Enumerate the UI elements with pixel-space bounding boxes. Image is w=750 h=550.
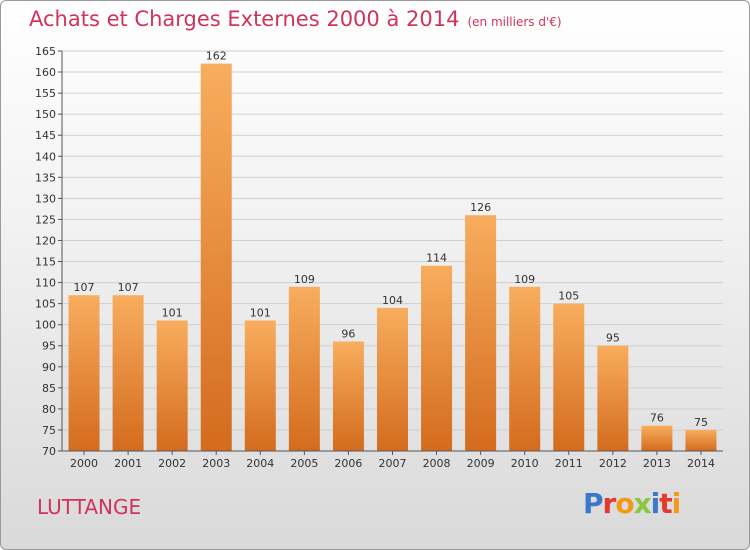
data-label: 76: [650, 412, 664, 425]
y-tick-label: 120: [35, 234, 56, 247]
bar-2000[interactable]: [68, 295, 100, 451]
x-tick-label: 2001: [114, 457, 142, 470]
x-tick-label: 2006: [334, 457, 362, 470]
logo-letter: t: [659, 487, 672, 520]
data-label: 75: [694, 416, 708, 429]
bar-2010[interactable]: [509, 286, 541, 451]
data-label: 104: [382, 294, 403, 307]
y-tick-label: 160: [35, 66, 56, 79]
data-label: 101: [162, 306, 183, 319]
data-label: 109: [514, 273, 535, 286]
logo-letter: i: [650, 487, 661, 520]
y-tick-label: 100: [35, 319, 56, 332]
proxiti-logo[interactable]: Proxiti: [583, 487, 682, 520]
y-tick-label: 135: [35, 171, 56, 184]
bar-2014[interactable]: [685, 429, 717, 451]
bar-2011[interactable]: [553, 303, 585, 451]
y-tick-label: 70: [42, 445, 56, 458]
bar-2003[interactable]: [200, 63, 232, 451]
y-tick-label: 95: [42, 340, 56, 353]
logo-letter: i: [671, 487, 682, 520]
logo-letter: o: [615, 487, 634, 520]
data-labels: 107 107 101 162 101 109 96 104 114 126 109 105 95 76 7…: [74, 50, 708, 429]
x-tick-label: 2013: [643, 457, 671, 470]
bar-2001[interactable]: [112, 295, 144, 451]
x-tick-label: 2004: [246, 457, 274, 470]
bar-2012[interactable]: [597, 345, 629, 451]
data-label: 105: [558, 290, 579, 303]
chart-unit: (en milliers d'€): [467, 15, 562, 29]
logo-letter: x: [633, 487, 652, 520]
data-label: 126: [470, 201, 491, 214]
data-label: 162: [206, 50, 227, 63]
logo-letter: P: [583, 487, 604, 520]
x-tick-label: 2012: [599, 457, 627, 470]
bar-2002[interactable]: [156, 320, 188, 451]
x-tick-label: 2014: [687, 457, 715, 470]
logo-letter: r: [602, 487, 617, 520]
bar-2009[interactable]: [465, 215, 497, 451]
y-tick-label: 130: [35, 192, 56, 205]
x-tick-label: 2003: [202, 457, 230, 470]
y-tick-label: 90: [42, 361, 56, 374]
x-tick-label: 2011: [555, 457, 583, 470]
bar-2013[interactable]: [641, 425, 673, 451]
y-tick-label: 105: [35, 298, 56, 311]
bar-2007[interactable]: [377, 307, 408, 451]
y-tick-label: 165: [35, 45, 56, 58]
data-label: 96: [341, 328, 355, 341]
data-label: 114: [426, 252, 447, 265]
bar-2006[interactable]: [332, 341, 364, 451]
x-tick-label: 2007: [379, 457, 407, 470]
x-tick-label: 2005: [290, 457, 318, 470]
data-label: 95: [606, 332, 620, 345]
data-label: 107: [118, 281, 139, 294]
x-tick-label: 2010: [511, 457, 539, 470]
bar-2005[interactable]: [288, 286, 320, 451]
chart-title: Achats et Charges Externes 2000 à 2014 (e…: [29, 7, 562, 31]
y-tick-label: 115: [35, 256, 56, 269]
bar-2008[interactable]: [421, 265, 453, 451]
y-tick-label: 140: [35, 150, 56, 163]
bar-2004[interactable]: [244, 320, 276, 451]
data-label: 107: [74, 281, 95, 294]
y-tick-label: 75: [42, 424, 56, 437]
x-tick-label: 2008: [423, 457, 451, 470]
y-tick-label: 110: [35, 277, 56, 290]
bars: [68, 63, 717, 451]
y-tick-label: 155: [35, 87, 56, 100]
y-tick-label: 80: [42, 403, 56, 416]
x-tick-label: 2009: [467, 457, 495, 470]
y-axis: 70 75 80 85 90 95 100 105 110 115 120 125 130 135 140 1…: [35, 45, 63, 458]
chart-title-text: Achats et Charges Externes 2000 à 2014: [29, 7, 460, 31]
data-label: 109: [294, 273, 315, 286]
data-label: 101: [250, 306, 271, 319]
y-tick-label: 150: [35, 108, 56, 121]
y-tick-label: 85: [42, 382, 56, 395]
x-tick-label: 2000: [70, 457, 98, 470]
x-tick-label: 2002: [158, 457, 186, 470]
y-tick-label: 125: [35, 213, 56, 226]
commune-name: LUTTANGE: [37, 495, 142, 519]
y-tick-label: 145: [35, 129, 56, 142]
x-axis: 2000 2001 2002 2003 2004 2005 2006 2007 2008 2009…: [62, 450, 723, 470]
